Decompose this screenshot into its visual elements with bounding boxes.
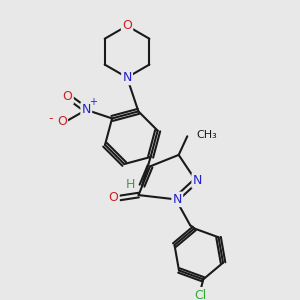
Text: Cl: Cl <box>194 289 206 300</box>
Text: O: O <box>122 19 132 32</box>
Text: O: O <box>109 191 118 205</box>
Text: +: + <box>89 97 98 107</box>
Text: O: O <box>63 92 72 102</box>
Text: N: N <box>82 103 91 116</box>
Text: CH₃: CH₃ <box>196 130 217 140</box>
Text: Cl: Cl <box>194 289 206 300</box>
Text: N: N <box>193 174 202 187</box>
Text: N: N <box>122 71 132 84</box>
Text: N: N <box>122 71 132 84</box>
Text: O: O <box>122 19 132 32</box>
Text: -: - <box>48 112 53 125</box>
Text: O: O <box>58 116 66 126</box>
Text: N: N <box>172 193 182 206</box>
Text: O: O <box>63 90 73 104</box>
Text: H: H <box>126 178 135 191</box>
Text: O: O <box>57 115 67 128</box>
Text: N: N <box>172 193 182 206</box>
Text: O: O <box>109 191 118 205</box>
Text: N: N <box>193 174 202 187</box>
Text: N: N <box>82 103 91 116</box>
Text: H: H <box>126 178 135 191</box>
